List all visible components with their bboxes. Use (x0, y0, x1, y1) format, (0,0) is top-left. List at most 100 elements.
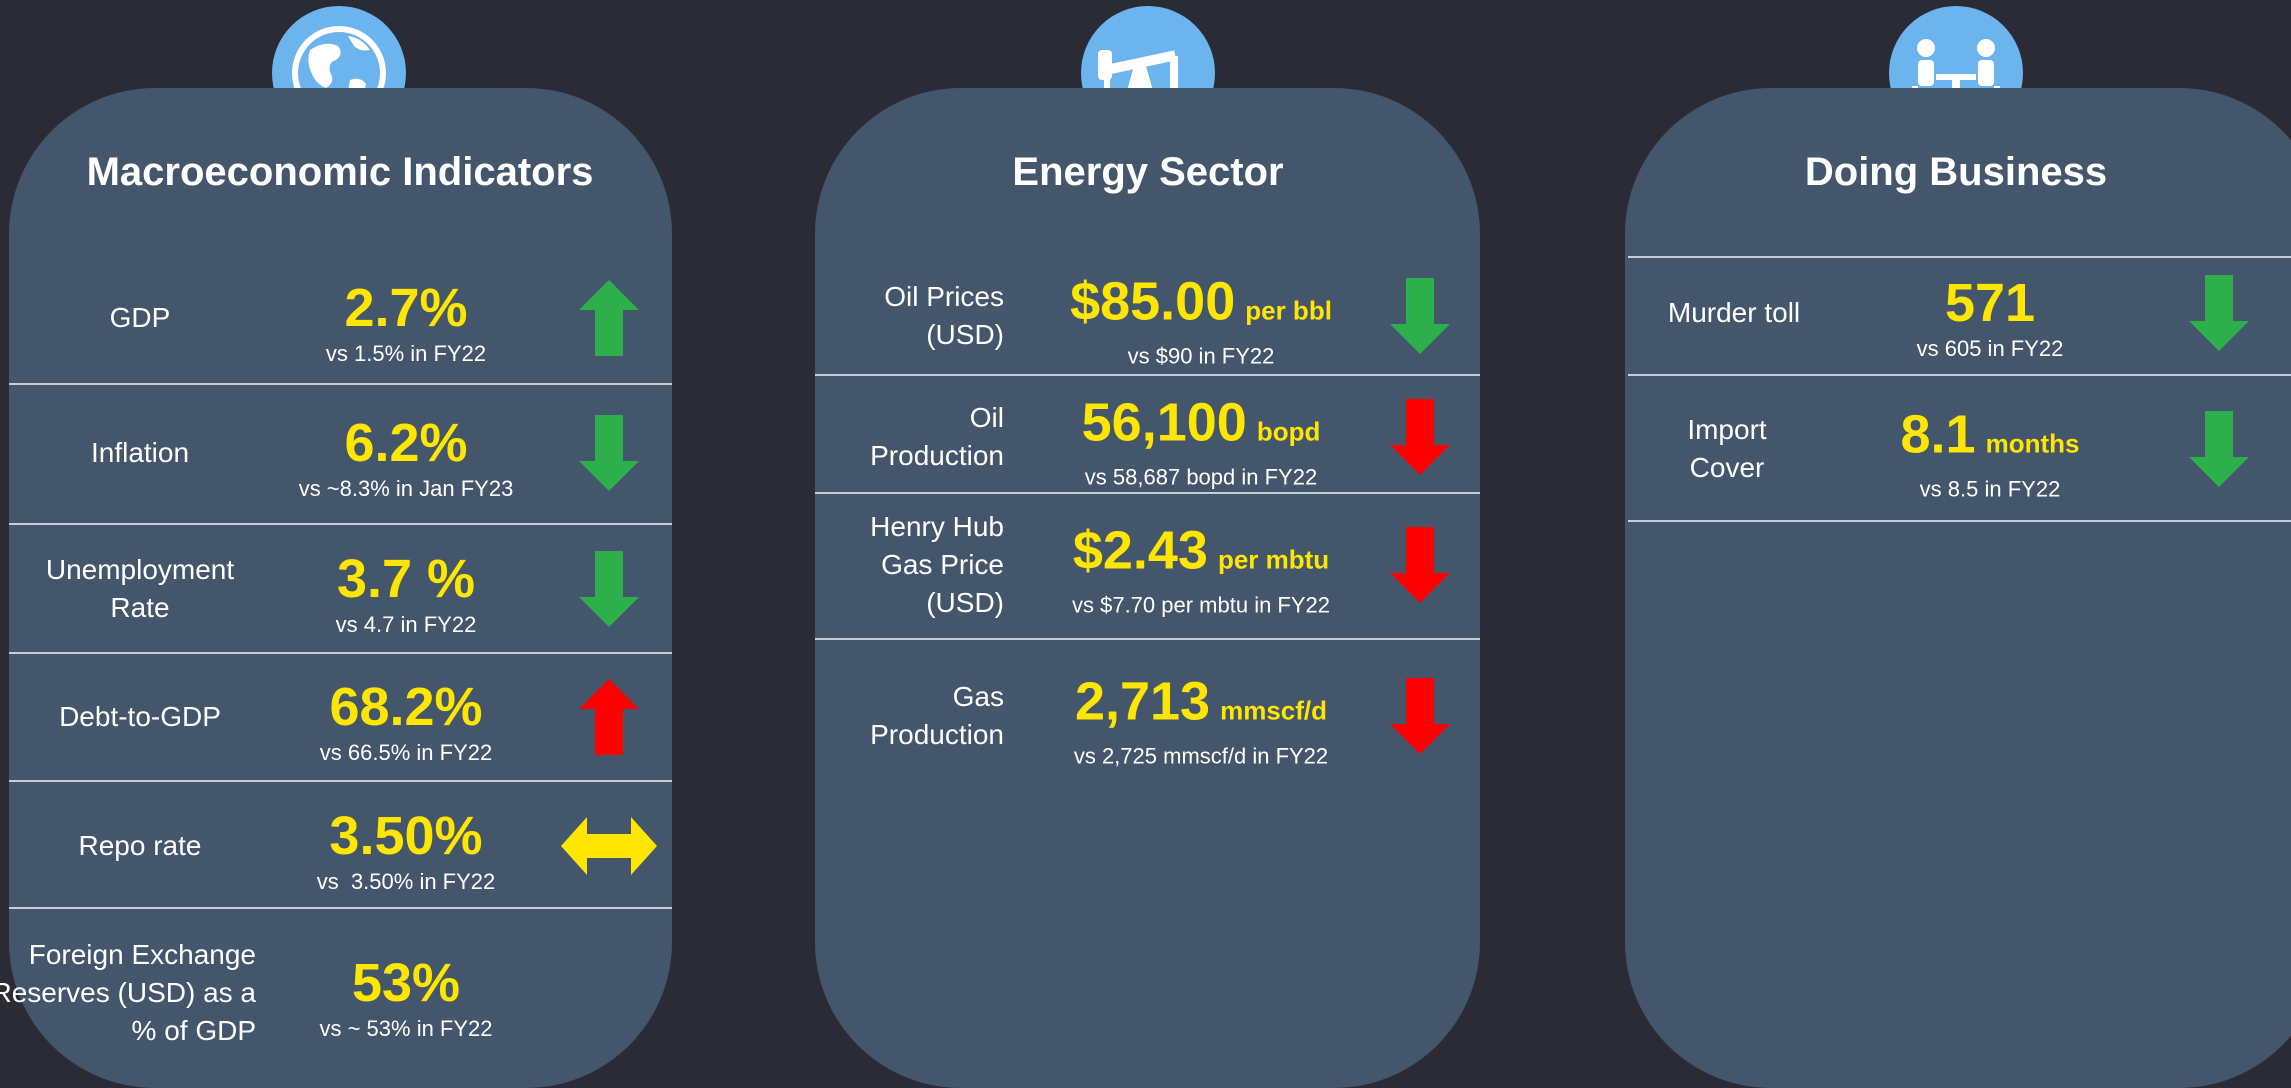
row-label: Unemployment Rate (46, 551, 234, 627)
comparison: vs 66.5% in FY22 (319, 740, 493, 765)
arrow-holder (561, 817, 657, 875)
comparison: vs 4.7 in FY22 (335, 612, 477, 637)
trend-arrow (1390, 678, 1450, 754)
unit: per mbtu (1217, 544, 1330, 575)
value-block: 571 vs 605 in FY22 (1917, 273, 2064, 365)
panel-title: Macroeconomic Indicators (86, 150, 594, 194)
comparison: vs 8.5 in FY22 (1919, 476, 2061, 502)
arrow-holder (1390, 527, 1450, 603)
label-line: GDP (109, 302, 171, 333)
value-line: 6.2% (299, 413, 514, 473)
label-line: (USD) (926, 319, 1004, 350)
arrow-holder (579, 551, 639, 627)
comparison: vs ~ 53% in FY22 (319, 1016, 493, 1041)
label-line: Import (1687, 414, 1767, 445)
arrow-holder (1390, 399, 1450, 475)
comparison: vs ~8.3% in Jan FY23 (298, 476, 514, 501)
row-label: Inflation (91, 434, 189, 472)
comparison: vs $7.70 per mbtu in FY22 (1071, 592, 1331, 618)
comparison: vs 3.50% in FY22 (316, 869, 496, 894)
comparison: vs 1.5% in FY22 (325, 341, 487, 366)
row-label: GDP (110, 299, 171, 337)
arrow-holder (1390, 678, 1450, 754)
arrow-holder (2189, 275, 2249, 351)
value: 68.2% (329, 677, 483, 737)
arrow-holder (2189, 411, 2249, 487)
label-line: Reserves (USD) as a (0, 977, 256, 1008)
value: 2,713 (1074, 671, 1211, 732)
unit: bopd (1256, 416, 1321, 447)
label-line: Gas Price (881, 549, 1004, 580)
panel (9, 88, 672, 1088)
value-line: $85.00 per bbl (1070, 272, 1332, 341)
trend-arrow (2189, 411, 2249, 487)
panel (815, 88, 1480, 1088)
row-label: Debt-to-GDP (59, 698, 221, 736)
value-line: 2.7% (326, 278, 486, 338)
trend-arrow (1390, 278, 1450, 354)
row-label: Import Cover (1687, 411, 1766, 487)
separator (9, 652, 672, 654)
value: $2.43 (1072, 520, 1208, 581)
value-line: 3.7 % (336, 549, 477, 609)
value-block: 3.7 % vs 4.7 in FY22 (336, 549, 477, 641)
label-line: (USD) (926, 587, 1004, 618)
label-line: Debt-to-GDP (59, 701, 221, 732)
comparison: vs 2,725 mmscf/d in FY22 (1073, 743, 1329, 769)
arrow-holder (579, 415, 639, 491)
label-line: Oil Prices (884, 281, 1004, 312)
panel (1625, 88, 2291, 1088)
unit: months (1985, 428, 2080, 459)
value: $85.00 (1070, 271, 1236, 332)
row-label: Gas Production (870, 678, 1004, 754)
value-line: $2.43 per mbtu (1072, 521, 1330, 590)
row-label: Oil Production (870, 399, 1004, 475)
trend-arrow (561, 817, 657, 875)
row-label: Repo rate (79, 827, 202, 865)
trend-arrow (579, 280, 639, 356)
label-line: Oil (969, 402, 1004, 433)
value-block: 2,713 mmscf/d vs 2,725 mmscf/d in FY22 (1074, 672, 1328, 773)
separator (1628, 520, 2291, 522)
value: 571 (1944, 273, 2036, 333)
value-line: 2,713 mmscf/d (1074, 672, 1328, 741)
label-line: Henry Hub (870, 511, 1004, 542)
row-label: Foreign Exchange Reserves (USD) as a % of … (0, 936, 256, 1050)
trend-arrow (579, 551, 639, 627)
value: 56,100 (1081, 392, 1247, 453)
trend-arrow (579, 679, 639, 755)
value-block: 6.2% vs ~8.3% in Jan FY23 (299, 413, 514, 505)
comparison: vs $90 in FY22 (1127, 343, 1275, 369)
label-line: Repo rate (78, 830, 202, 861)
separator (815, 374, 1480, 376)
separator (815, 638, 1480, 640)
value: 3.50% (329, 806, 483, 866)
value: 6.2% (344, 413, 468, 473)
trend-arrow (1390, 527, 1450, 603)
arrow-holder (579, 679, 639, 755)
label-line: Gas (952, 681, 1004, 712)
separator (1628, 256, 2291, 258)
value: 8.1 (1900, 404, 1976, 465)
value: 53% (351, 953, 461, 1013)
value-line: 571 (1917, 273, 2064, 333)
label-line: Production (870, 719, 1004, 750)
row-label: Henry Hub Gas Price (USD) (870, 508, 1004, 622)
trend-arrow (579, 415, 639, 491)
arrow-holder (579, 280, 639, 356)
value: 2.7% (344, 278, 468, 338)
value-line: 8.1 months (1901, 405, 2080, 474)
value-line: 68.2% (320, 677, 492, 737)
value-block: 68.2% vs 66.5% in FY22 (320, 677, 492, 769)
separator (9, 383, 672, 385)
label-line: Cover (1689, 452, 1765, 483)
row-label: Murder toll (1668, 294, 1800, 332)
unit: mmscf/d (1220, 695, 1328, 726)
value-block: 8.1 months vs 8.5 in FY22 (1901, 405, 2080, 506)
value: 3.7 % (336, 549, 476, 609)
separator (9, 907, 672, 909)
label-line: Foreign Exchange (28, 939, 256, 970)
value-line: 3.50% (317, 806, 496, 866)
label-line: Production (870, 440, 1004, 471)
